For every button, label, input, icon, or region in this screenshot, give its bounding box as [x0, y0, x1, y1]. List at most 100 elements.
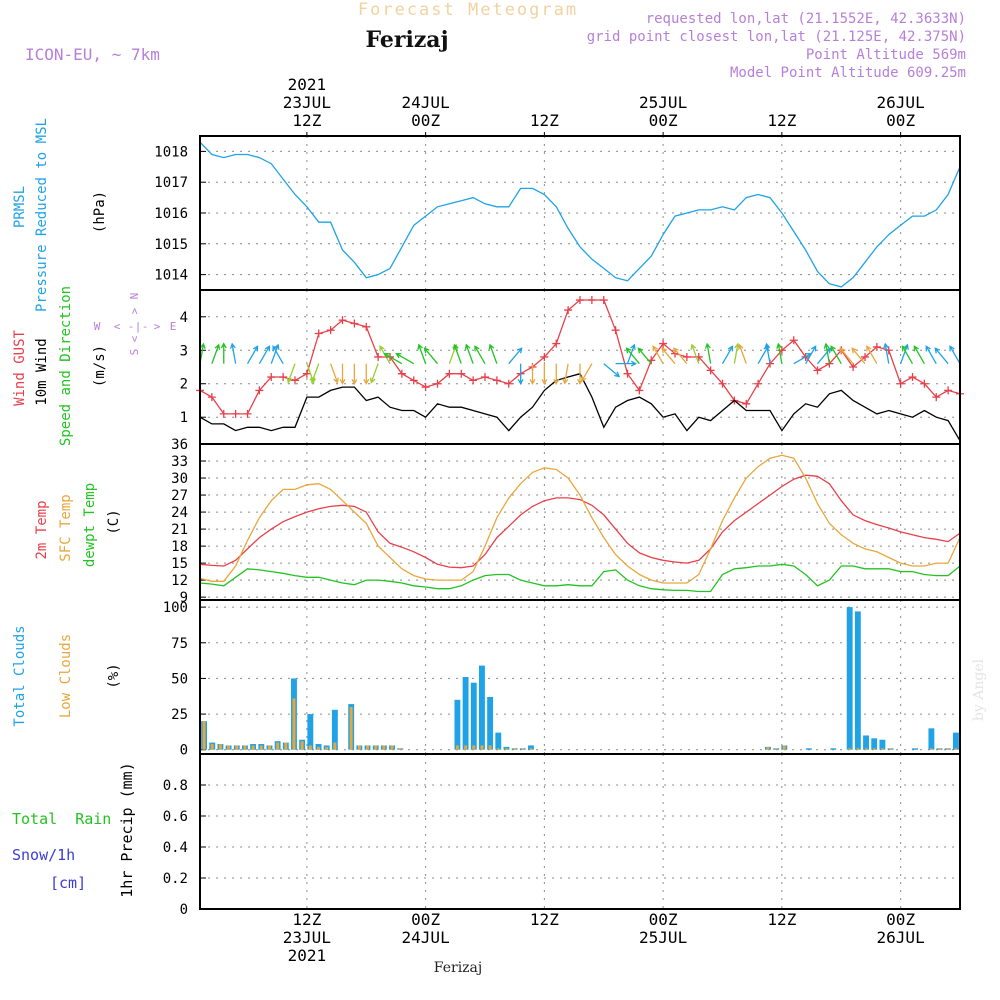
point-altitude: Point Altitude 569m	[806, 47, 966, 63]
top-time-label: 26JUL	[877, 93, 925, 112]
bottom-time-label: 2021	[288, 946, 327, 965]
compass-west-label: W	[94, 320, 101, 333]
clouds-bar	[202, 721, 206, 750]
wind-arrow	[805, 345, 817, 364]
precip-label-snow-unit: [cm]	[50, 874, 86, 892]
wind-gust-marker	[374, 352, 383, 361]
temperature-label-dewpt: dewpt Temp	[82, 483, 98, 567]
wind-gust-marker	[540, 352, 549, 361]
clouds-bar	[928, 728, 935, 750]
wind-gust-marker	[231, 409, 240, 418]
clouds-bar	[871, 738, 878, 750]
wind-arrow	[464, 343, 474, 364]
compass-north-label: N	[128, 293, 141, 300]
wind-gust-marker	[611, 326, 620, 335]
cloud-label-low: Low Clouds	[58, 634, 74, 718]
temperature-series-line	[199, 454, 961, 584]
bottom-time-label: 26JUL	[877, 928, 925, 947]
wind-arrow	[395, 352, 415, 365]
clouds-bar	[929, 748, 933, 750]
wind-ytick-label: 1	[180, 410, 188, 426]
clouds-bar	[472, 745, 476, 750]
precip-label-rain: Total Rain	[12, 810, 111, 828]
clouds-bar	[495, 732, 502, 750]
clouds-bar	[349, 706, 353, 750]
wind-label-gust: Wind GUST	[12, 330, 28, 406]
clouds-bar	[879, 739, 886, 750]
compass-center-dash: -	[128, 320, 135, 333]
clouds-bar	[455, 745, 459, 750]
precip-panel-border	[199, 753, 961, 910]
clouds-bar	[300, 741, 304, 750]
wind-arrow	[211, 343, 221, 364]
bottom-time-label: 25JUL	[639, 928, 687, 947]
clouds-bar	[398, 748, 402, 750]
clouds-bar	[954, 748, 958, 750]
temperature-ytick-label: 12	[171, 573, 188, 589]
clouds-bar	[325, 746, 329, 750]
wind-arrow	[553, 363, 560, 386]
panel-clouds: 0 25 50 75 100	[163, 599, 961, 759]
panel-wind: 1 2 3 4	[180, 289, 964, 445]
credit-watermark: by Angel	[971, 658, 987, 721]
clouds-bar	[374, 745, 378, 750]
clouds-bar	[488, 745, 492, 750]
clouds-bar	[480, 745, 484, 750]
wind-gust-marker	[682, 352, 691, 361]
pressure-label-prmsl: PRMSL	[12, 186, 28, 228]
top-time-label: 2021	[288, 75, 327, 94]
wind-arrow	[310, 363, 320, 384]
wind-arrow	[417, 343, 427, 364]
temperature-panel-border	[199, 443, 961, 601]
clouds-bar	[478, 665, 485, 750]
compass-east-arrow: >	[154, 320, 161, 333]
wind-gust-marker	[338, 316, 347, 325]
clouds-ytick-label: 50	[171, 671, 188, 687]
clouds-bar	[503, 746, 510, 750]
clouds-bar	[912, 748, 918, 750]
wind-arrow	[423, 347, 438, 365]
wind-arrow	[637, 347, 652, 365]
wind-arrow	[661, 347, 676, 365]
wind-arrow	[704, 342, 712, 364]
wind-arrow	[246, 345, 259, 364]
wind-arrow	[913, 345, 925, 364]
clouds-bar	[521, 748, 525, 750]
clouds-bar	[462, 677, 469, 750]
clouds-bar	[496, 748, 500, 750]
wind-gust-marker	[635, 386, 644, 395]
wind-label-unit: (m/s)	[92, 345, 108, 387]
precip-ytick-label: 0.4	[163, 840, 188, 856]
pressure-labels: PRMSL Pressure Reduced to MSL (hPa)	[12, 118, 108, 312]
clouds-bar	[952, 732, 959, 750]
cloud-label-total: Total Clouds	[12, 625, 28, 726]
temperature-labels: 2m Temp SFC Temp dewpt Temp (C)	[34, 483, 122, 567]
wind-gust-marker	[469, 376, 478, 385]
precip-ytick-label: 0.6	[163, 809, 188, 825]
top-time-label: 24JUL	[402, 93, 450, 112]
temperature-series-line	[199, 474, 961, 569]
clouds-bar	[227, 745, 231, 750]
wind-gust-marker	[706, 366, 715, 375]
cloud-label-unit: (%)	[106, 663, 122, 688]
wind-gust-marker	[742, 399, 751, 408]
clouds-bar	[357, 745, 361, 750]
wind-label-10m: 10m Wind	[34, 338, 50, 405]
clouds-bar	[390, 745, 394, 750]
clouds-bar	[504, 748, 508, 750]
wind-gust-marker	[302, 369, 311, 378]
wind-gust-marker	[314, 329, 323, 338]
top-time-label: 12Z	[292, 111, 321, 130]
wind-gust-marker	[599, 296, 608, 305]
wind-arrow	[690, 343, 700, 364]
clouds-bar	[872, 748, 876, 750]
wind-arrow	[764, 342, 771, 364]
chart-title: Forecast Meteogram	[358, 0, 578, 20]
temperature-label-unit: (C)	[106, 509, 122, 534]
clouds-bar	[848, 748, 852, 750]
clouds-bar	[251, 745, 255, 750]
clouds-bar	[267, 745, 271, 750]
wind-gust-marker	[908, 373, 917, 382]
requested-coordinates: requested lon,lat (21.1552E, 42.3633N)	[646, 11, 966, 27]
